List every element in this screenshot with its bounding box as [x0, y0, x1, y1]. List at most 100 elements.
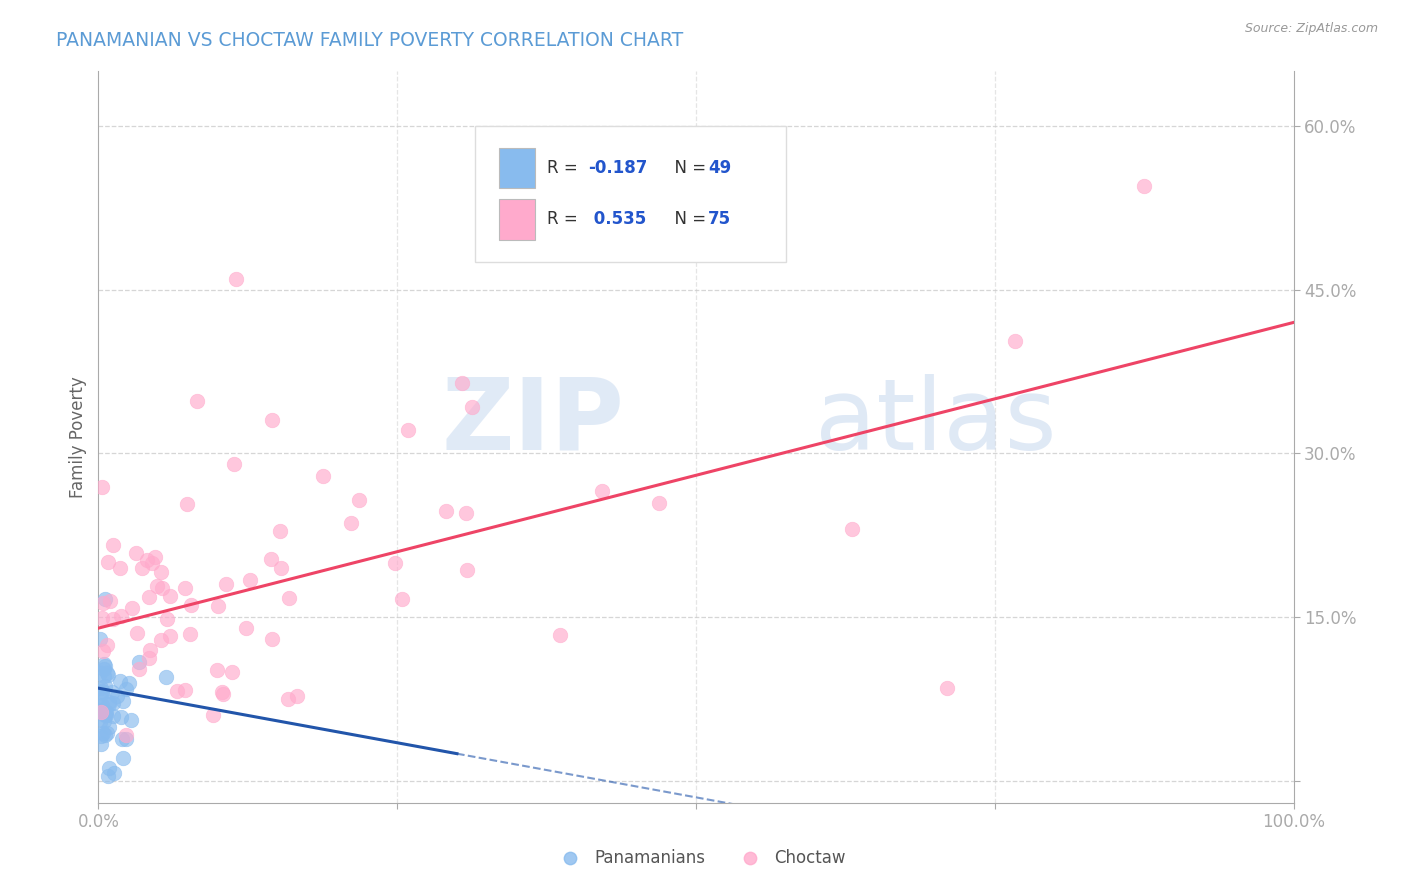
Point: [239, 574, 262, 588]
Point: [738, 855, 761, 870]
Point: [1133, 179, 1156, 194]
Point: [396, 423, 419, 437]
Text: N =: N =: [664, 211, 711, 228]
Point: [207, 599, 229, 614]
Point: [212, 687, 235, 701]
Text: N =: N =: [664, 159, 711, 177]
FancyBboxPatch shape: [475, 126, 786, 261]
Y-axis label: Family Poverty: Family Poverty: [69, 376, 87, 498]
Text: ZIP: ZIP: [441, 374, 624, 471]
Point: [159, 589, 181, 603]
Point: [94, 707, 117, 722]
Point: [150, 633, 173, 648]
Point: [155, 669, 177, 683]
Point: [93, 679, 115, 693]
Point: [1004, 334, 1026, 348]
Point: [548, 628, 571, 642]
Point: [93, 662, 115, 676]
Point: [591, 483, 613, 498]
Point: [89, 714, 111, 729]
Point: [260, 413, 283, 427]
Point: [98, 720, 121, 734]
Point: [103, 612, 125, 626]
Point: [110, 609, 132, 624]
Point: [101, 696, 124, 710]
Point: [125, 625, 148, 640]
Point: [89, 689, 111, 703]
Point: [215, 577, 238, 591]
Point: [221, 665, 243, 679]
Point: [93, 714, 115, 728]
Point: [96, 638, 118, 652]
Point: [456, 563, 478, 577]
Point: [98, 594, 121, 608]
Point: [91, 644, 114, 658]
Point: [94, 708, 117, 723]
Point: [93, 597, 115, 611]
Point: [143, 549, 166, 564]
Point: [262, 632, 284, 646]
Point: [97, 695, 120, 709]
Point: [270, 561, 292, 575]
Point: [456, 507, 478, 521]
Point: [159, 629, 181, 643]
Point: [93, 657, 115, 672]
Point: [97, 769, 120, 783]
Point: [110, 709, 132, 723]
Point: [93, 725, 115, 739]
Point: [120, 713, 142, 727]
Point: [647, 496, 669, 510]
Point: [285, 690, 308, 704]
Point: [131, 561, 153, 575]
Point: [112, 751, 135, 765]
Point: [138, 650, 160, 665]
Point: [89, 665, 111, 680]
Text: 75: 75: [709, 211, 731, 228]
Point: [93, 659, 115, 673]
Point: [128, 655, 150, 669]
Text: Source: ZipAtlas.com: Source: ZipAtlas.com: [1244, 22, 1378, 36]
Point: [96, 705, 118, 719]
Point: [90, 737, 112, 751]
Point: [112, 694, 135, 708]
Point: [94, 729, 117, 743]
Point: [391, 591, 413, 606]
Point: [101, 709, 124, 723]
Point: [277, 691, 299, 706]
Point: [139, 642, 162, 657]
Text: 0.535: 0.535: [589, 211, 647, 228]
Point: [841, 522, 863, 536]
Point: [89, 698, 111, 713]
Point: [451, 376, 474, 391]
Point: [121, 601, 143, 615]
Text: PANAMANIAN VS CHOCTAW FAMILY POVERTY CORRELATION CHART: PANAMANIAN VS CHOCTAW FAMILY POVERTY COR…: [56, 31, 683, 50]
Point: [560, 855, 582, 870]
Point: [179, 627, 201, 641]
Point: [91, 698, 114, 712]
Point: [173, 581, 195, 595]
Bar: [499, 199, 534, 240]
Point: [89, 704, 111, 718]
Point: [97, 668, 120, 682]
Point: [115, 731, 138, 746]
Point: [103, 538, 125, 552]
Point: [138, 590, 160, 604]
Point: [89, 632, 111, 647]
Point: [93, 669, 115, 683]
Point: [312, 469, 335, 483]
Point: [278, 591, 301, 606]
Point: [103, 766, 125, 780]
Point: [98, 760, 121, 774]
Point: [150, 581, 173, 595]
Point: [118, 675, 141, 690]
Text: atlas: atlas: [815, 374, 1057, 471]
Bar: [499, 148, 534, 188]
Point: [269, 524, 291, 539]
Point: [186, 393, 208, 408]
Point: [97, 555, 120, 569]
Text: Panamanians: Panamanians: [595, 848, 706, 867]
Text: Choctaw: Choctaw: [773, 848, 845, 867]
Text: -0.187: -0.187: [589, 159, 648, 177]
Point: [461, 400, 484, 414]
Point: [91, 611, 114, 625]
